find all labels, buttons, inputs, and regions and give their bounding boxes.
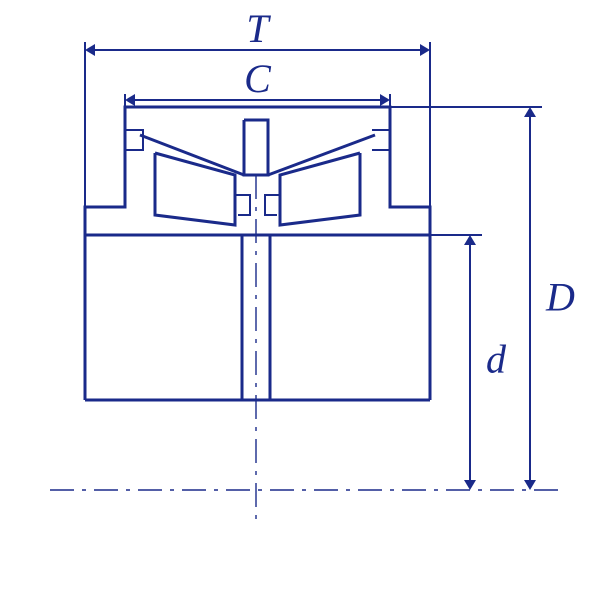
dim-d-arrow-bottom (464, 480, 476, 490)
dim-D-label: D (545, 275, 575, 320)
dim-T-label: T (246, 6, 271, 51)
dim-D-arrow-bottom (524, 480, 536, 490)
dim-C-arrow-right (380, 94, 390, 106)
centerlines (50, 175, 560, 520)
dim-d-arrow-top (464, 235, 476, 245)
dim-C-arrow-left (125, 94, 135, 106)
dim-D: D (390, 107, 575, 490)
bearing-cross-section-diagram: T C D d (0, 0, 600, 600)
dim-D-arrow-top (524, 107, 536, 117)
dim-T-arrow-right (420, 44, 430, 56)
dim-C-label: C (244, 56, 272, 101)
dim-d-label: d (486, 337, 507, 382)
dim-d: d (430, 235, 507, 490)
bearing-rollers (125, 120, 390, 225)
dim-C: C (125, 56, 390, 107)
dim-T-arrow-left (85, 44, 95, 56)
